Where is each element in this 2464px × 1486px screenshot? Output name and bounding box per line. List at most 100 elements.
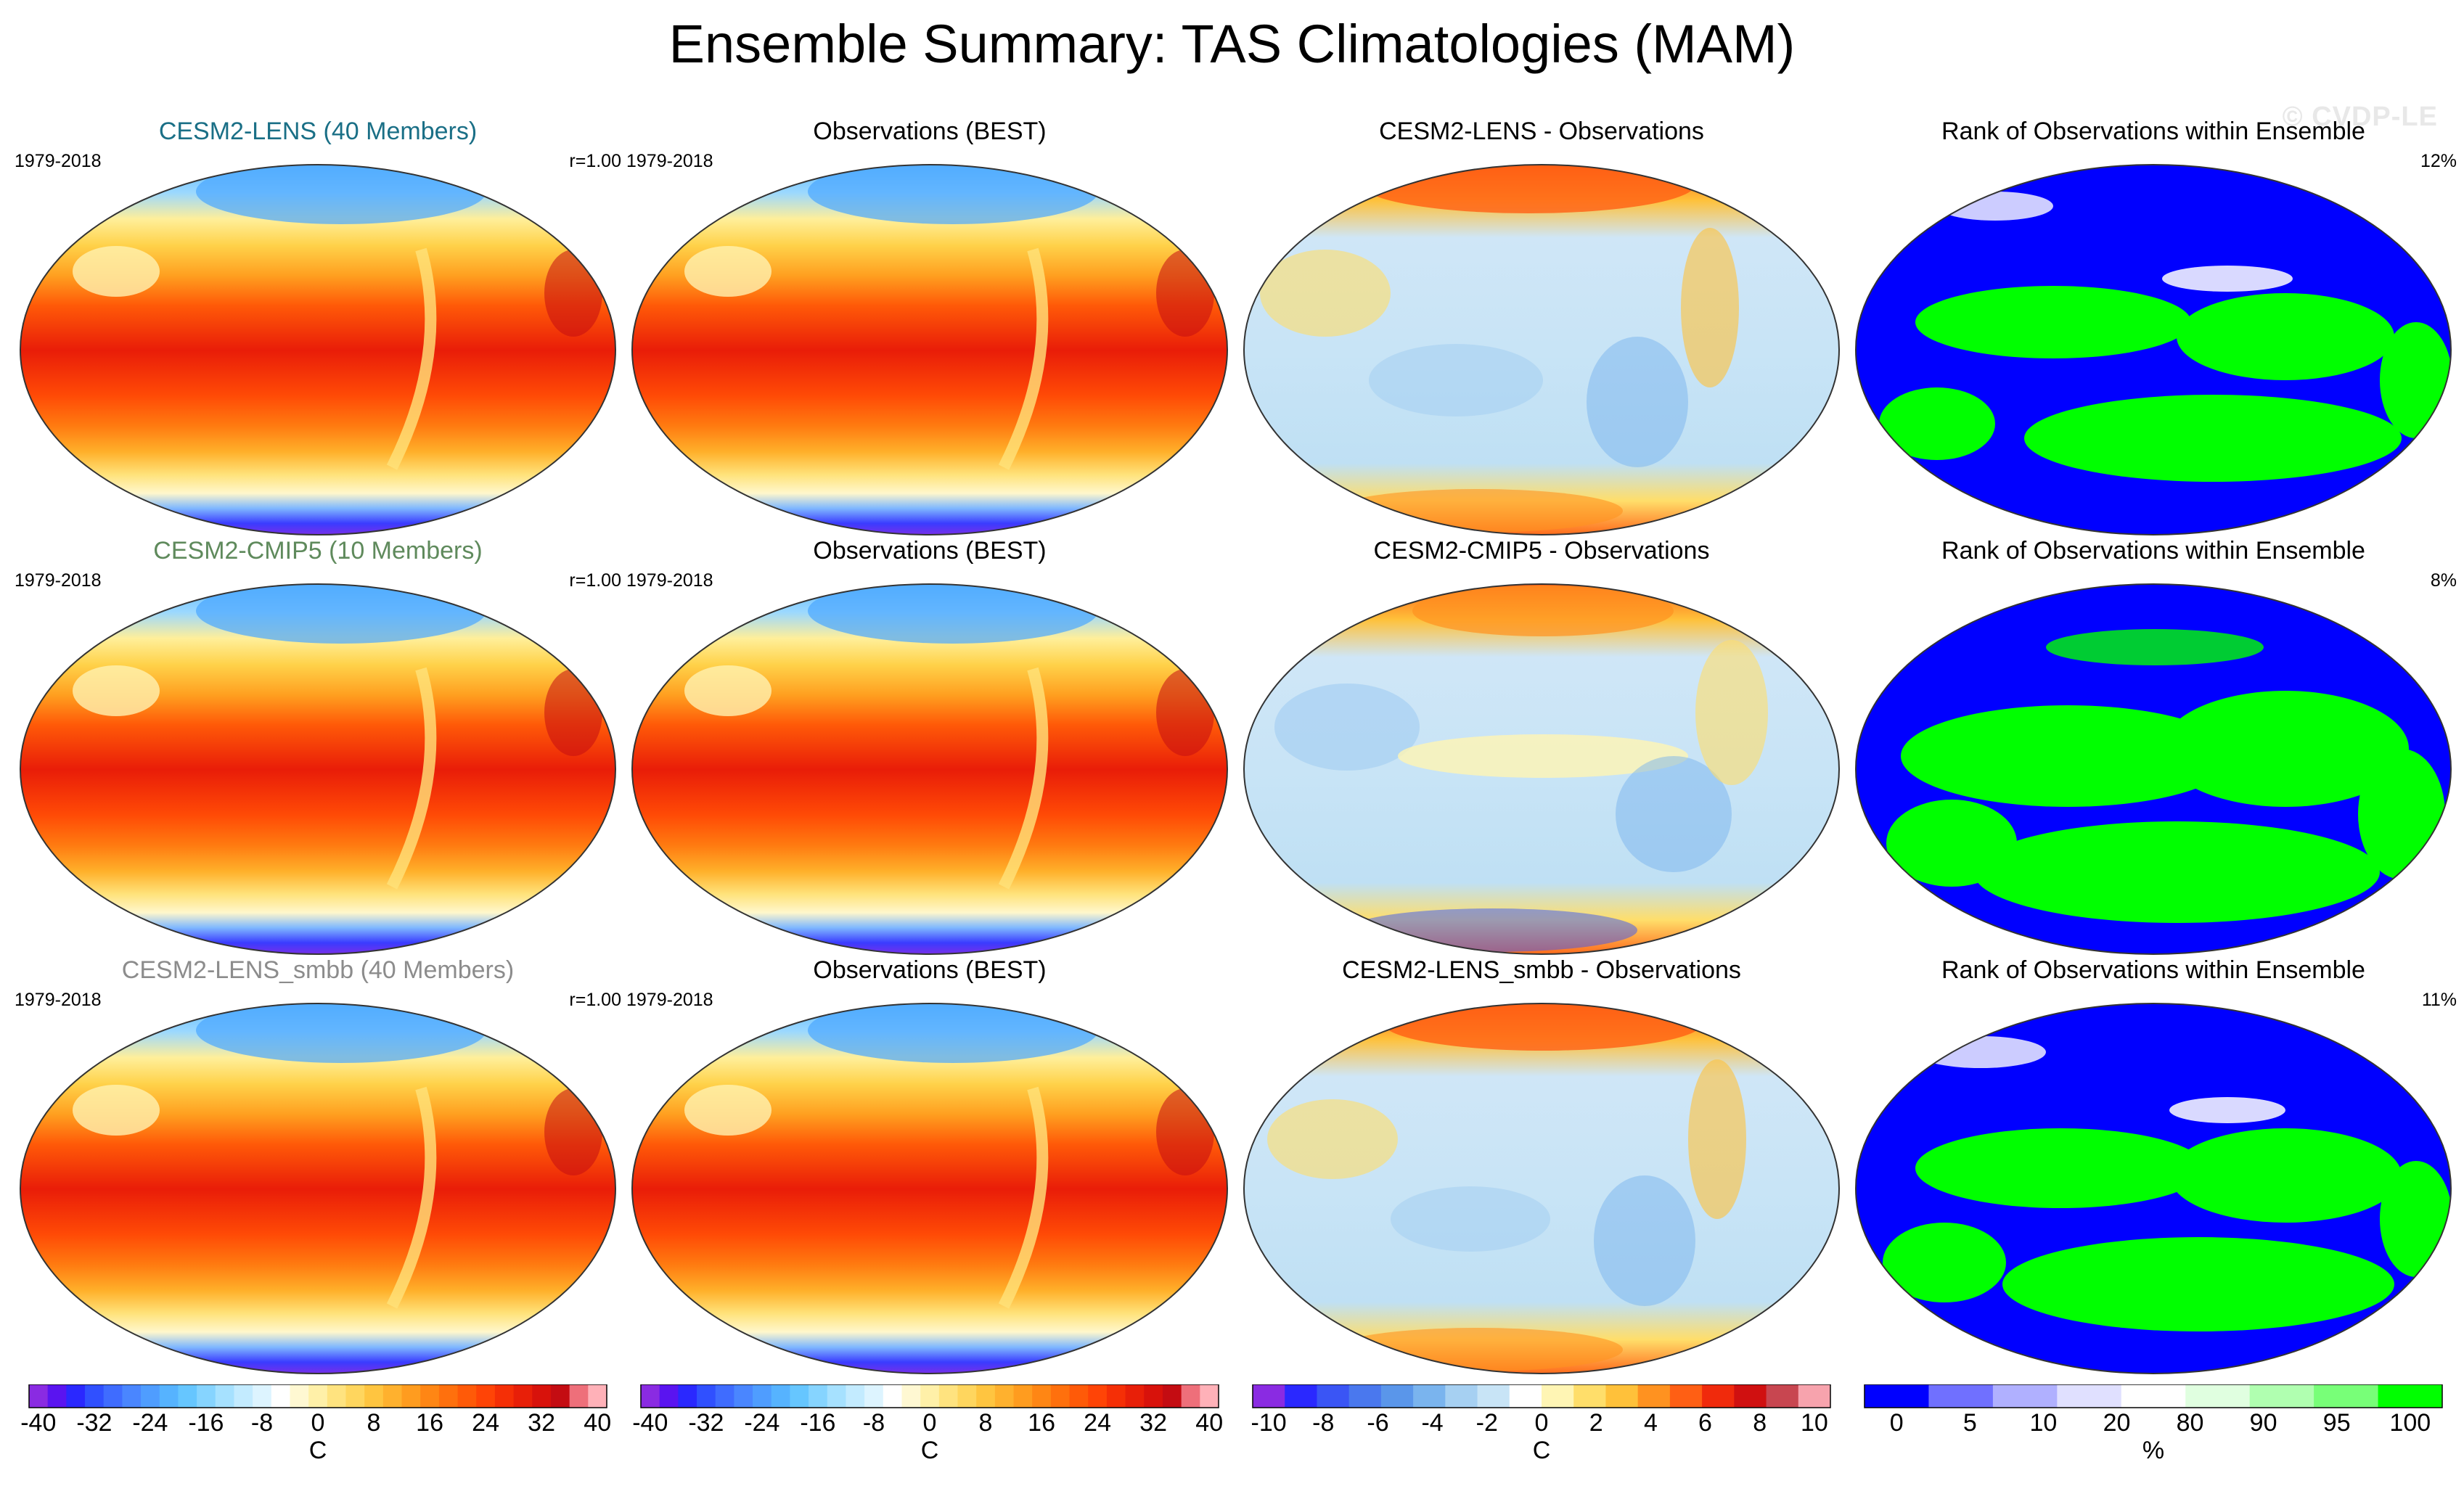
rank-percent: 11% [2421,990,2457,1010]
colorbar-swatch [901,1384,921,1408]
panel-title: CESM2-CMIP5 (10 Members) [153,537,483,565]
colorbar-swatch [513,1384,533,1408]
panel-obs-row3: Observations (BEST) 1979-2018 [626,956,1233,1377]
colorbar-swatch [2121,1384,2186,1408]
panel-ensemble-row2: CESM2-CMIP5 (10 Members) 1979-2018 r=1.0… [15,537,621,958]
colorbar-swatch [2314,1384,2379,1408]
colorbar-tick-label: 0 [311,1409,325,1437]
colorbar-tick-label: -32 [76,1409,112,1437]
colorbar-swatch [678,1384,697,1408]
colorbar-tick-label: 20 [2103,1409,2131,1437]
colorbar-clim-1: -40 -32 -24 -16 -8 0 8 16 24 32 40 C [15,1384,621,1471]
colorbar-swatch [290,1384,309,1408]
colorbar-tick-label: -24 [132,1409,168,1437]
colorbar-tick-label: 24 [1084,1409,1111,1437]
colorbar-swatch [215,1384,234,1408]
colorbar-swatch [494,1384,515,1408]
rank-percent: 12% [2420,151,2457,171]
colorbar-swatch [47,1384,67,1408]
colorbar-swatch [588,1384,607,1408]
climatology-map [20,1003,616,1374]
colorbar-swatch [234,1384,253,1408]
colorbar-swatch [846,1384,865,1408]
colorbar-border [640,1384,1219,1408]
colorbar-tick-label: -40 [20,1409,56,1437]
panel-title: Observations (BEST) [813,537,1047,565]
colorbar-swatch [1050,1384,1071,1408]
rank-map [1855,1003,2452,1374]
panel-title: Observations (BEST) [813,118,1047,145]
colorbar-tick-label: 5 [1963,1409,1977,1437]
panel-title: Observations (BEST) [813,956,1047,984]
colorbar-swatch [809,1384,828,1408]
colorbar-swatch [345,1384,365,1408]
colorbar-swatch [103,1384,123,1408]
colorbar-svg: -40 -32 -24 -16 -8 0 8 16 24 32 40 [632,1384,1223,1437]
panel-diff-row1: CESM2-LENS - Observations [1238,118,1845,538]
colorbar-tick-label: -8 [1312,1409,1334,1437]
panel-title: CESM2-LENS_smbb (40 Members) [121,956,515,984]
colorbar-tick-label: 90 [2250,1409,2277,1437]
colorbar-swatch [1766,1384,1799,1408]
colorbar-swatch [1573,1384,1606,1408]
colorbar-swatch [1013,1384,1033,1408]
colorbar-swatch [827,1384,846,1408]
colorbar-swatch [1125,1384,1145,1408]
colorbar-swatch [253,1384,272,1408]
colorbar-tick-label: 8 [979,1409,993,1437]
colorbar-tick-label: 8 [367,1409,381,1437]
colorbar-swatch [1509,1384,1542,1408]
colorbar-tick-label: 32 [1139,1409,1167,1437]
colorbar-tick-label: -40 [632,1409,668,1437]
climatology-map [631,164,1228,535]
figure-title: Ensemble Summary: TAS Climatologies (MAM… [668,14,1796,74]
colorbar-swatch [641,1384,660,1408]
colorbar-swatch [420,1384,440,1408]
colorbar-swatch [476,1384,496,1408]
colorbar-swatch [2249,1384,2314,1408]
colorbar-tick-label: 2 [1589,1409,1603,1437]
colorbar-swatch [438,1384,459,1408]
colorbar-swatch [1542,1384,1574,1408]
colorbar-swatch [1605,1384,1639,1408]
colorbar-rank: 0 5 10 20 80 90 95 100 % [1850,1384,2457,1471]
colorbar-swatch [178,1384,197,1408]
colorbar-tick-label: 16 [416,1409,443,1437]
rank-map [1855,164,2452,535]
colorbar-swatch [29,1384,49,1408]
colorbar-tick-label: -32 [688,1409,724,1437]
panel-ensemble-row1: CESM2-LENS (40 Members) 1979-2018 r=1.00 [15,118,621,538]
colorbar-border [1864,1384,2443,1408]
panel-rank-row1: Rank of Observations within Ensemble 12% [1850,118,2457,538]
colorbar-swatch [1106,1384,1126,1408]
colorbar-swatch [308,1384,328,1408]
colorbar-swatch [1669,1384,1703,1408]
colorbar-tick-label: 80 [2177,1409,2204,1437]
colorbar-swatch [864,1384,884,1408]
colorbar-unit: C [308,1437,327,1464]
colorbar-swatch [938,1384,959,1408]
panel-obs-row1: Observations (BEST) 1979-2018 [626,118,1233,538]
colorbar-tick-label: -24 [744,1409,779,1437]
panel-rank-row2: Rank of Observations within Ensemble 8% [1850,537,2457,958]
colorbar-swatch [2378,1384,2443,1408]
colorbar-swatch [1992,1384,2058,1408]
colorbar-swatch [327,1384,347,1408]
panel-title: CESM2-LENS_smbb - Observations [1342,956,1741,984]
colorbar-swatch [1200,1384,1219,1408]
colorbar-tick-label: 0 [1535,1409,1549,1437]
colorbar-swatch [401,1384,421,1408]
colorbar-swatch [66,1384,86,1408]
colorbar-swatch [159,1384,179,1408]
colorbar-swatch [659,1384,679,1408]
colorbar-swatch [771,1384,790,1408]
colorbar-tick-label: -2 [1476,1409,1498,1437]
colorbar-swatch [532,1384,552,1408]
colorbar-unit: C [1532,1437,1551,1464]
colorbar-tick-label: 8 [1753,1409,1767,1437]
colorbar-swatch [1069,1384,1089,1408]
rank-percent: 8% [2430,570,2457,591]
colorbar-tick-label: 100 [2389,1409,2431,1437]
colorbar-tick-label: 95 [2323,1409,2351,1437]
colorbar-swatch [734,1384,753,1408]
